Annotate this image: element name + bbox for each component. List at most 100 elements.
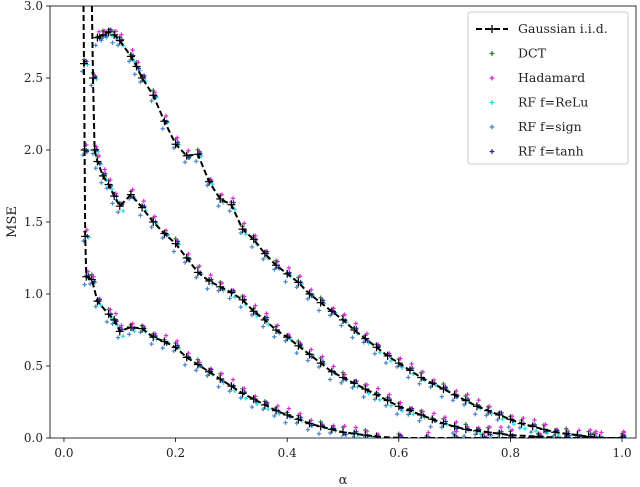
gaussian-point — [478, 434, 487, 438]
gaussian-point — [383, 396, 392, 405]
legend-label: Hadamard — [518, 70, 585, 85]
data-point — [484, 413, 489, 418]
legend-marker — [489, 51, 495, 56]
data-point — [339, 380, 344, 385]
data-point — [297, 274, 303, 279]
data-point — [533, 428, 539, 434]
gaussian-point — [216, 282, 225, 291]
data-point — [103, 33, 108, 38]
data-point — [339, 435, 344, 438]
data-point — [216, 203, 221, 209]
gaussian-point — [138, 74, 147, 82]
data-point — [350, 385, 355, 390]
gaussian-point — [339, 315, 347, 324]
data-point — [428, 424, 433, 429]
data-point — [115, 209, 121, 215]
y-tick-label: 1.0 — [24, 287, 43, 301]
data-point — [272, 267, 277, 272]
gaussian-point — [160, 337, 169, 346]
gaussian-point — [182, 353, 191, 362]
data-point — [209, 367, 214, 372]
data-point — [82, 282, 87, 287]
data-point — [461, 433, 467, 438]
gaussian-point — [350, 379, 359, 388]
gaussian-point — [539, 425, 548, 434]
data-point — [576, 428, 582, 433]
gaussian-point — [339, 428, 347, 437]
data-point — [399, 408, 405, 413]
gaussian-point — [238, 389, 247, 398]
legend-label: RF f=sign — [518, 119, 582, 134]
data-point — [316, 308, 322, 313]
data-point — [96, 29, 102, 34]
data-point — [426, 435, 432, 438]
legend-marker — [489, 124, 495, 130]
gaussian-point — [372, 432, 381, 438]
legend-item: RF f=tanh — [489, 144, 584, 159]
gaussian-point — [104, 180, 113, 189]
gaussian-point — [450, 422, 459, 431]
data-point — [511, 421, 516, 427]
legend-item: RF f=ReLu — [489, 95, 588, 110]
gaussian-point — [272, 261, 281, 270]
data-point — [342, 423, 347, 429]
data-point — [160, 235, 165, 241]
data-point — [426, 430, 431, 435]
data-point — [249, 404, 255, 410]
data-point — [522, 426, 528, 431]
data-point — [298, 414, 303, 420]
data-point — [119, 32, 124, 37]
data-point — [327, 313, 333, 318]
gaussian-point — [115, 202, 124, 211]
gaussian-point — [80, 146, 89, 154]
gaussian-point — [193, 360, 202, 369]
gaussian-point — [573, 431, 582, 438]
gaussian-point — [584, 432, 593, 438]
data-point — [194, 159, 199, 164]
legend-item: DCT — [489, 46, 547, 61]
data-point — [238, 395, 244, 401]
data-point — [277, 411, 282, 417]
data-point — [175, 239, 181, 244]
legend-marker — [489, 149, 495, 154]
data-point — [350, 435, 355, 438]
data-point — [238, 304, 244, 310]
legend-label: RF f=ReLu — [518, 95, 588, 110]
gaussian-point — [316, 359, 325, 368]
legend-label: DCT — [518, 46, 547, 61]
data-point — [365, 338, 370, 343]
data-point — [443, 419, 448, 424]
gaussian-point — [316, 422, 325, 431]
gaussian-curve-1 — [82, 6, 622, 438]
data-point — [305, 427, 311, 432]
gaussian-point — [227, 200, 236, 209]
data-point — [439, 394, 444, 399]
gaussian-point — [249, 235, 258, 244]
axes: 0.0 0.2 0.4 0.6 0.8 1.0 0.0 0.5 1.0 1.5 2.0 2.5 3.0 α… — [5, 0, 632, 487]
data-point — [205, 286, 210, 292]
legend-label: RF f=tanh — [518, 144, 584, 159]
data-point — [595, 435, 601, 438]
x-tick-label: 0.2 — [166, 446, 185, 460]
data-point — [163, 333, 169, 338]
gaussian-point — [450, 390, 459, 399]
data-point — [243, 396, 249, 401]
legend-marker — [488, 25, 496, 33]
x-tick-label: 0.8 — [501, 446, 520, 460]
gaussian-point — [405, 406, 414, 415]
data-point — [87, 281, 93, 287]
gaussian-point — [160, 117, 169, 126]
data-point — [599, 430, 604, 435]
gaussian-point — [506, 415, 515, 424]
data-point — [186, 351, 191, 356]
gaussian-point — [149, 91, 158, 100]
data-point — [573, 435, 578, 438]
data-point — [109, 187, 115, 192]
data-point — [130, 187, 135, 193]
data-point — [260, 256, 266, 262]
data-point — [361, 435, 366, 438]
data-point — [160, 345, 165, 351]
data-point — [499, 410, 504, 416]
data-point — [115, 43, 121, 48]
